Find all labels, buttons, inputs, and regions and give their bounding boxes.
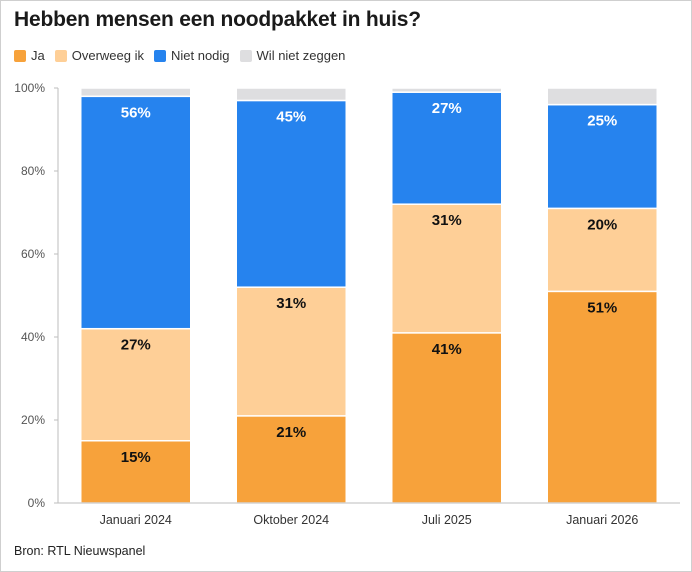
chart-title: Hebben mensen een noodpakket in huis? xyxy=(14,8,421,31)
data-label: 31% xyxy=(432,212,462,229)
y-tick-label: 20% xyxy=(21,413,45,427)
data-label: 20% xyxy=(587,216,617,233)
bar-segment xyxy=(80,87,192,98)
bar-segment xyxy=(80,327,192,442)
data-label: 21% xyxy=(276,424,306,441)
bar-segment xyxy=(546,290,658,504)
bar-segment xyxy=(235,99,347,288)
legend-label-wil-niet-zeggen: Wil niet zeggen xyxy=(256,48,346,63)
data-label: 56% xyxy=(121,104,151,121)
bar-segment xyxy=(235,415,347,504)
data-label: 41% xyxy=(432,341,462,358)
data-label: 27% xyxy=(121,337,151,354)
x-tick-label: Oktober 2024 xyxy=(253,513,329,527)
bar-segment xyxy=(391,91,503,205)
bar-segment xyxy=(546,87,658,106)
bar-segment xyxy=(391,332,503,504)
y-tick-label: 60% xyxy=(21,247,45,261)
bar-segment xyxy=(546,207,658,293)
y-tick-label: 40% xyxy=(21,330,45,344)
legend-swatch-wil-niet-zeggen xyxy=(239,49,252,62)
bar-segment xyxy=(80,440,192,504)
data-label: 51% xyxy=(587,299,617,316)
legend-swatch-ja xyxy=(14,49,26,62)
legend-item-wil-niet-zeggen[interactable]: Wil niet zeggen xyxy=(239,48,346,63)
legend-label-ja: Ja xyxy=(31,48,45,63)
legend-item-niet-nodig[interactable]: Niet nodig xyxy=(153,48,230,63)
data-label: 27% xyxy=(432,100,462,117)
legend-swatch-niet-nodig xyxy=(153,49,166,62)
data-label: 45% xyxy=(276,108,306,125)
legend-swatch-overweeg-ik xyxy=(54,49,67,62)
bar-segment xyxy=(391,87,503,93)
bar-segment xyxy=(235,286,347,417)
legend-label-overweeg-ik: Overweeg ik xyxy=(71,48,144,63)
y-tick-label: 0% xyxy=(28,496,46,510)
legend: Ja Overweeg ik Niet nodig Wil niet zegge… xyxy=(14,48,355,63)
x-tick-label: Januari 2024 xyxy=(100,513,172,527)
bar-segment xyxy=(235,87,347,102)
data-label: 15% xyxy=(121,449,151,466)
data-label: 31% xyxy=(276,295,306,312)
data-label: 25% xyxy=(587,113,617,130)
y-tick-label: 80% xyxy=(21,164,45,178)
x-tick-label: Juli 2025 xyxy=(422,513,472,527)
source-note: Bron: RTL Nieuwspanel xyxy=(14,544,146,558)
bar-segment xyxy=(80,95,192,330)
legend-item-overweeg-ik[interactable]: Overweeg ik xyxy=(54,48,144,63)
legend-label-niet-nodig: Niet nodig xyxy=(170,48,230,63)
y-tick-label: 100% xyxy=(14,81,45,95)
x-tick-label: Januari 2026 xyxy=(566,513,638,527)
legend-item-ja[interactable]: Ja xyxy=(14,48,45,63)
bar-segment xyxy=(546,103,658,210)
bar-segment xyxy=(391,203,503,334)
